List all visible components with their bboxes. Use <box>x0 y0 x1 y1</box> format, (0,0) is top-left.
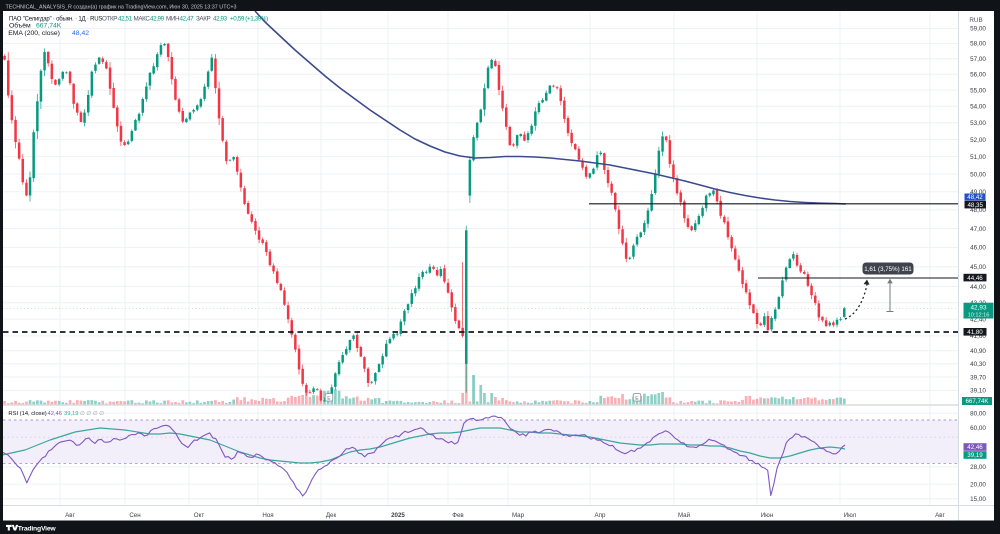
svg-text:Авг: Авг <box>935 512 945 519</box>
svg-text:ПАО "Селигдар" · обыкн. · 1Д ·: ПАО "Селигдар" · обыкн. · 1Д · RUS <box>9 17 102 23</box>
svg-text:Окт: Окт <box>194 512 205 519</box>
svg-text:RUB: RUB <box>969 17 982 24</box>
svg-text:МИН: МИН <box>166 16 180 23</box>
svg-text:E: E <box>635 396 639 402</box>
svg-text:667,74K: 667,74K <box>965 398 989 405</box>
svg-text:Апр: Апр <box>595 512 606 519</box>
svg-text:39,19: 39,19 <box>64 411 79 417</box>
svg-text:41,60: 41,60 <box>970 333 986 340</box>
svg-text:ОТКР: ОТКР <box>102 16 117 23</box>
svg-text:Мар: Мар <box>512 512 525 519</box>
svg-text:42,46: 42,46 <box>967 444 983 451</box>
svg-text:55,00: 55,00 <box>970 87 986 94</box>
svg-text:52,00: 52,00 <box>970 137 986 144</box>
svg-text:48,42: 48,42 <box>967 194 983 201</box>
svg-text:41,80: 41,80 <box>967 329 983 336</box>
svg-text:15,00: 15,00 <box>970 496 986 503</box>
svg-text:40,90: 40,90 <box>970 348 986 355</box>
svg-text:59,00: 59,00 <box>970 26 986 33</box>
svg-text:RSI (14, close): RSI (14, close) <box>8 411 46 417</box>
svg-text:20,00: 20,00 <box>970 481 986 488</box>
svg-text:48,00: 48,00 <box>970 207 986 214</box>
svg-text:Июл: Июл <box>844 512 857 519</box>
svg-text:МАКС: МАКС <box>134 16 151 23</box>
svg-text:1,61 (3,75%) 161: 1,61 (3,75%) 161 <box>864 266 912 273</box>
svg-text:60,00: 60,00 <box>970 425 986 432</box>
svg-text:51,00: 51,00 <box>970 154 986 161</box>
svg-text:80,00: 80,00 <box>970 410 986 417</box>
svg-text:E: E <box>327 396 331 402</box>
svg-text:28,00: 28,00 <box>970 464 986 471</box>
svg-text:ЗАКР: ЗАКР <box>196 16 210 23</box>
svg-text:2025: 2025 <box>391 512 405 519</box>
svg-text:Авг: Авг <box>65 512 75 519</box>
svg-text:Ноя: Ноя <box>262 512 273 519</box>
svg-text:48,35: 48,35 <box>967 202 983 209</box>
svg-text:42,93: 42,93 <box>213 16 228 23</box>
svg-text:44,00: 44,00 <box>970 284 986 291</box>
svg-text:667,74K: 667,74K <box>36 23 62 30</box>
svg-text:42,51: 42,51 <box>118 16 133 23</box>
svg-text:EMA (200, close): EMA (200, close) <box>8 30 60 37</box>
svg-text:42,99: 42,99 <box>150 16 165 23</box>
svg-text:Сен: Сен <box>129 512 140 519</box>
svg-text:58,00: 58,00 <box>970 41 986 48</box>
svg-text:49,00: 49,00 <box>970 189 986 196</box>
svg-text:44,46: 44,46 <box>967 275 983 282</box>
svg-text:39,70: 39,70 <box>970 374 986 381</box>
svg-text:Май: Май <box>678 512 691 519</box>
svg-text:+0,59 (+1,39%): +0,59 (+1,39%) <box>230 16 268 23</box>
svg-text:50,00: 50,00 <box>970 171 986 178</box>
svg-text:45,00: 45,00 <box>970 264 986 271</box>
svg-text:TradingView: TradingView <box>18 525 57 532</box>
svg-text:42,40: 42,40 <box>970 316 986 323</box>
svg-text:39,10: 39,10 <box>970 388 986 395</box>
svg-text:46,00: 46,00 <box>970 245 986 252</box>
svg-text:54,00: 54,00 <box>970 104 986 111</box>
svg-text:48,42: 48,42 <box>72 30 89 37</box>
svg-text:Фев: Фев <box>452 512 464 519</box>
svg-text:Дек: Дек <box>326 512 337 519</box>
svg-text:57,00: 57,00 <box>970 56 986 63</box>
svg-text:10:12:16: 10:12:16 <box>968 313 990 319</box>
svg-text:39,19: 39,19 <box>967 452 983 459</box>
svg-text:56,00: 56,00 <box>970 72 986 79</box>
svg-text:Июн: Июн <box>761 512 774 519</box>
svg-text:42,93: 42,93 <box>971 305 987 312</box>
svg-text:42,47: 42,47 <box>180 16 195 23</box>
svg-text:Объём: Объём <box>9 22 31 30</box>
svg-text:40,30: 40,30 <box>970 361 986 368</box>
svg-text:42,46: 42,46 <box>48 411 63 417</box>
svg-text:53,00: 53,00 <box>970 120 986 127</box>
svg-text:47,00: 47,00 <box>970 226 986 233</box>
svg-text:TECHNICAL_ANALYSIS_R создан(а): TECHNICAL_ANALYSIS_R создан(а) график на… <box>6 5 237 11</box>
svg-text:∅ ∅ ∅ ∅: ∅ ∅ ∅ ∅ <box>80 410 104 417</box>
